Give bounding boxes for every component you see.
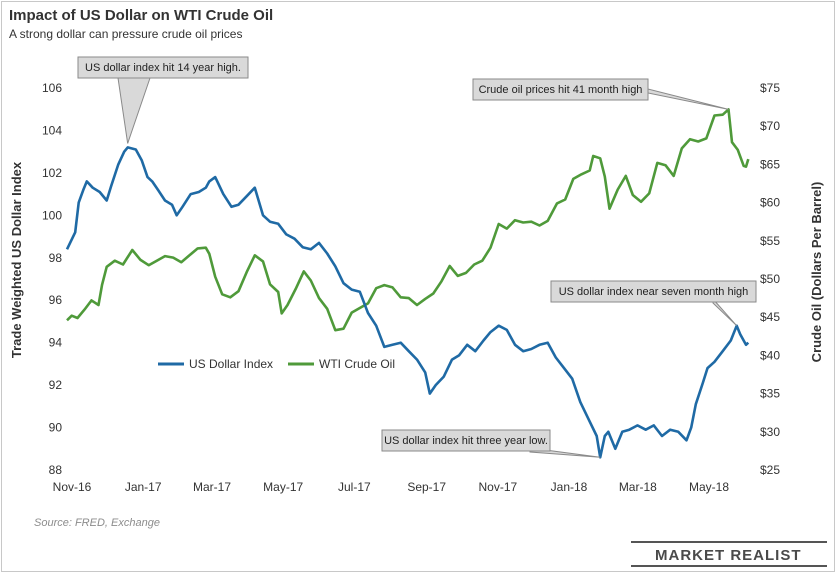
us-dollar-index-line: [65, 146, 750, 459]
x-tick-label: Jul-17: [338, 480, 371, 494]
right-axis-title: Crude Oil (Dollars Per Barrel): [809, 182, 824, 363]
left-tick-label: 90: [49, 421, 63, 435]
right-tick-label: $60: [760, 196, 780, 210]
left-tick-label: 106: [42, 81, 62, 95]
right-tick-label: $65: [760, 157, 780, 171]
left-axis-title: Trade Weighted US Dollar Index: [9, 161, 24, 358]
x-tick-label: May-17: [263, 480, 303, 494]
right-tick-label: $45: [760, 310, 780, 324]
callout-pointer: [647, 88, 729, 110]
left-tick-label: 102: [42, 166, 62, 180]
market-realist-logo: MARKET REALIST: [631, 541, 827, 567]
x-tick-label: Mar-18: [619, 480, 657, 494]
left-tick-label: 100: [42, 208, 62, 222]
chart-title: Impact of US Dollar on WTI Crude Oil: [9, 7, 273, 24]
callout-text: US dollar index near seven month high: [559, 286, 749, 298]
annotation-layer: US dollar index hit 14 year high. Crude o…: [77, 56, 757, 458]
right-tick-label: $75: [760, 81, 780, 95]
x-tick-label: Jan-17: [125, 480, 162, 494]
logo-rule-bottom: [631, 565, 827, 567]
x-tick-label: Nov-16: [53, 480, 92, 494]
x-tick-label: Sep-17: [407, 480, 446, 494]
callout-box: [550, 280, 757, 303]
left-tick-label: 104: [42, 123, 62, 137]
callout-text: US dollar index hit three year low.: [384, 435, 548, 447]
callout-pointer: [712, 297, 738, 327]
callout: US dollar index near seven month high: [550, 280, 757, 327]
callout: US dollar index hit 14 year high.: [77, 56, 249, 144]
wti-crude-oil-line: [66, 108, 750, 332]
legend-label-oil: WTI Crude Oil: [319, 357, 395, 371]
source-note: Source: FRED, Exchange: [34, 517, 160, 529]
right-tick-label: $50: [760, 272, 780, 286]
x-tick-label: Jan-18: [551, 480, 588, 494]
left-tick-label: 98: [49, 251, 63, 265]
series-layer: [65, 108, 750, 459]
left-tick-label: 94: [49, 336, 63, 350]
callout-box: [472, 78, 649, 101]
legend-label-dollar: US Dollar Index: [189, 357, 273, 371]
callout: Crude oil prices hit 41 month high: [472, 78, 729, 110]
right-tick-label: $70: [760, 119, 780, 133]
right-tick-label: $35: [760, 387, 780, 401]
left-axis-ticks: 88 90 92 94 96 98 100 102 104 106: [42, 81, 62, 477]
right-tick-label: $25: [760, 463, 780, 477]
x-tick-label: Nov-17: [478, 480, 517, 494]
x-tick-label: Mar-17: [193, 480, 231, 494]
logo-text: MARKET REALIST: [655, 547, 802, 564]
x-tick-label: May-18: [689, 480, 729, 494]
right-tick-label: $30: [760, 425, 780, 439]
right-tick-label: $55: [760, 234, 780, 248]
chart-subtitle: A strong dollar can pressure crude oil p…: [9, 27, 242, 41]
callout: US dollar index hit three year low.: [381, 429, 601, 458]
left-tick-label: 92: [49, 378, 63, 392]
callout-text: US dollar index hit 14 year high.: [85, 62, 241, 74]
x-axis-ticks: Nov-16 Jan-17 Mar-17 May-17 Jul-17 Sep-17 Nov-…: [53, 480, 730, 494]
callout-box: [77, 56, 249, 79]
legend: US Dollar Index WTI Crude Oil: [158, 357, 395, 371]
callout-text: Crude oil prices hit 41 month high: [479, 84, 643, 96]
left-tick-label: 88: [49, 463, 63, 477]
logo-rule-top: [631, 541, 827, 543]
callout-box: [381, 429, 551, 452]
right-tick-label: $40: [760, 348, 780, 362]
left-tick-label: 96: [49, 293, 63, 307]
right-axis-ticks: $25 $30 $35 $40 $45 $50 $55 $60 $65 $70 $75: [760, 81, 780, 477]
callout-pointer: [117, 77, 151, 144]
